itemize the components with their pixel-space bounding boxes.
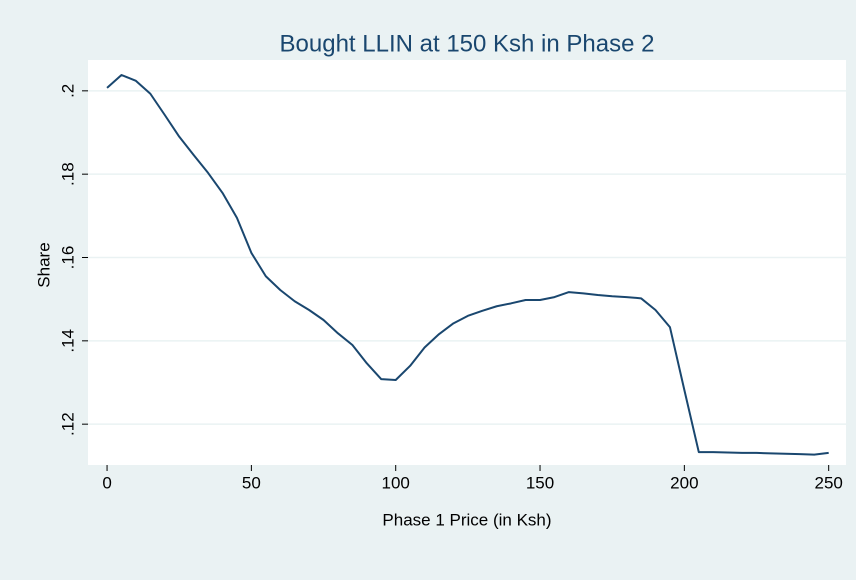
chart-title: Bought LLIN at 150 Ksh in Phase 2 [280,30,655,57]
y-axis-label: Share [34,242,53,287]
line [106,74,829,456]
y-tick-label: .18 [58,162,77,186]
x-tick-label: 100 [382,473,410,492]
y-tick-label: .12 [58,412,77,436]
plot-area [88,60,846,465]
x-axis-label: Phase 1 Price (in Ksh) [382,510,551,529]
x-tick-label: 250 [814,473,842,492]
y-tick-label: .2 [58,84,77,98]
x-tick-label: 200 [670,473,698,492]
x-tick-label: 150 [526,473,554,492]
y-tick-label: .16 [58,246,77,270]
x-tick-label: 50 [242,473,261,492]
x-tick-label: 0 [102,473,111,492]
y-tick-label: .14 [58,329,77,353]
